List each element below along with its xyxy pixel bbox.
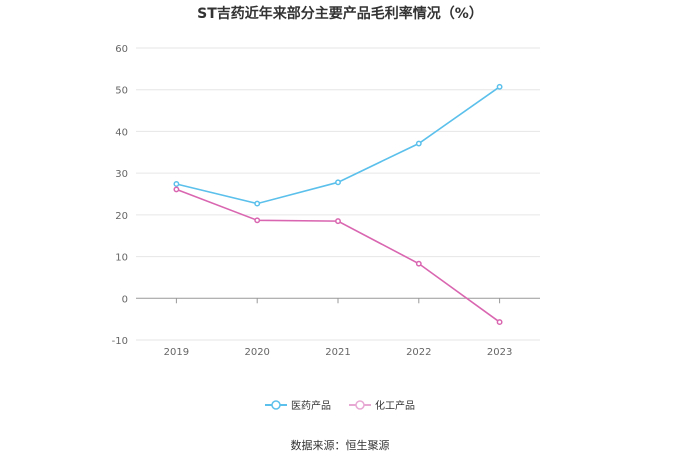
y-tick-label: 20: [115, 211, 128, 222]
y-tick-label: 30: [115, 169, 128, 180]
data-point-1-0: [173, 186, 180, 193]
legend-swatch-icon-1: [349, 399, 371, 410]
legend-swatch-icon-0: [265, 399, 287, 410]
y-tick-label: -10: [112, 336, 128, 347]
x-tick-label: 2021: [325, 347, 350, 358]
y-tick-label: 50: [115, 86, 128, 97]
legend: 医药产品 化工产品: [0, 397, 680, 412]
series-line-0: [176, 86, 501, 205]
x-tick-label: 2020: [244, 347, 269, 358]
chart-title: ST吉药近年来部分主要产品毛利率情况（%）: [197, 6, 483, 22]
data-point-0-2: [335, 179, 341, 186]
data-source: 数据来源：恒生聚源: [290, 439, 390, 452]
y-tick-label: 40: [115, 127, 128, 138]
y-tick-label: 60: [115, 44, 128, 55]
data-point-0-3: [415, 140, 422, 147]
x-tick-label: 2022: [406, 347, 431, 358]
legend-item-series-0[interactable]: 医药产品: [265, 397, 331, 412]
axis-layer: 60 50 40 30 20 10 0 -10 2019 2020 2021 2022 2023: [112, 44, 540, 358]
grid-layer: [136, 47, 540, 341]
legend-label-1: 化工产品: [375, 401, 415, 412]
data-point-0-0: [173, 181, 180, 187]
x-tick-label: 2019: [164, 347, 189, 358]
y-tick-label: 10: [115, 253, 128, 264]
data-point-1-4: [496, 319, 503, 326]
data-point-1-2: [335, 218, 341, 225]
data-point-0-1: [254, 200, 261, 207]
data-point-0-4: [496, 83, 503, 90]
legend-item-series-1[interactable]: 化工产品: [349, 397, 415, 412]
y-tick-label: 0: [122, 294, 128, 305]
data-point-1-1: [254, 217, 261, 224]
series-layer: [173, 83, 503, 326]
data-point-1-3: [415, 260, 422, 267]
x-tick-label: 2023: [487, 347, 512, 358]
legend-label-0: 医药产品: [291, 401, 331, 412]
